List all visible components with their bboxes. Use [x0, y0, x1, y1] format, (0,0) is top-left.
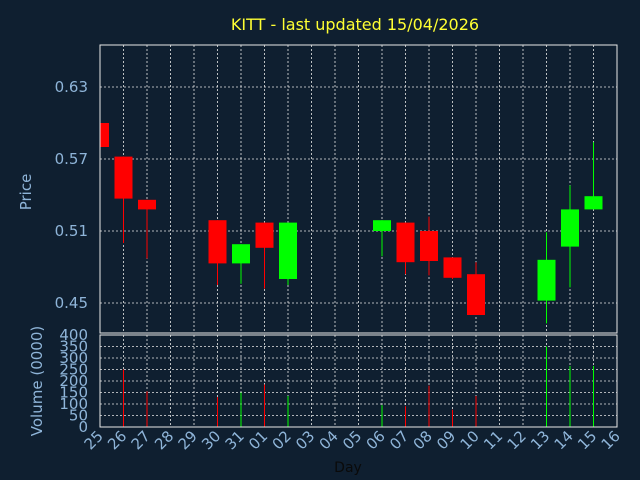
candle-body [279, 222, 297, 279]
x-tick-label: 10 [457, 427, 483, 453]
x-tick-label: 01 [245, 427, 271, 453]
volume-tick-label: 0 [78, 418, 88, 436]
x-tick-label: 29 [175, 427, 201, 453]
x-tick-label: 11 [480, 427, 506, 453]
x-tick-label: 31 [222, 427, 248, 453]
volume-panel-frame [99, 334, 618, 428]
x-tick-label: 26 [104, 427, 130, 453]
x-tick-label: 28 [151, 427, 177, 453]
price-tick-label: 0.45 [55, 294, 88, 312]
price-tick-label: 0.57 [55, 150, 88, 168]
candle-body [467, 274, 485, 315]
x-tick-label: 04 [316, 427, 342, 453]
candle-body [255, 222, 274, 248]
candle-body [561, 209, 579, 247]
price-tick-label: 0.51 [55, 222, 88, 240]
x-tick-label: 13 [527, 427, 553, 453]
x-axis-label: Day [334, 460, 362, 476]
x-tick-label: 15 [574, 427, 600, 453]
candle-body [537, 259, 556, 301]
x-tick-label: 03 [292, 427, 318, 453]
price-axis-label: Price [17, 174, 35, 211]
candle-body [138, 199, 156, 210]
price-tick-label: 0.63 [55, 78, 88, 96]
volume-tick-label: 150 [59, 384, 88, 402]
x-tick-label: 27 [128, 427, 154, 453]
candle-body [584, 196, 603, 210]
x-tick-label: 07 [386, 427, 412, 453]
candle-body [396, 222, 415, 263]
volume-tick-label: 400 [59, 326, 88, 344]
price-panel-frame [99, 44, 618, 334]
candle-body [208, 220, 227, 264]
volume-bars [123, 346, 594, 427]
x-tick-label: 16 [598, 427, 624, 453]
volume-tick-label: 300 [59, 349, 88, 367]
chart-title: KITT - last updated 15/04/2026 [231, 15, 479, 34]
candle-body [373, 220, 391, 231]
volume-tick-label: 350 [59, 338, 88, 356]
x-tick-label: 06 [363, 427, 389, 453]
volume-axis-label: Volume (0000) [28, 326, 46, 436]
x-tick-label: 09 [433, 427, 459, 453]
x-tick-label: 08 [410, 427, 436, 453]
x-tick-label: 12 [504, 427, 530, 453]
x-tick-label: 14 [551, 427, 577, 453]
volume-tick-label: 100 [59, 395, 88, 413]
candle-body [114, 156, 133, 199]
candle-body [100, 123, 109, 147]
x-tick-label: 02 [269, 427, 295, 453]
volume-tick-label: 250 [59, 361, 88, 379]
x-tick-label: 05 [339, 427, 365, 453]
candle-body [420, 231, 438, 261]
candles [99, 123, 603, 324]
grid-lines [99, 45, 618, 428]
candle-body [232, 244, 250, 264]
x-tick-label: 30 [198, 427, 224, 453]
candle-body [443, 257, 462, 278]
volume-tick-label: 200 [59, 372, 88, 390]
volume-tick-label: 50 [69, 407, 88, 425]
